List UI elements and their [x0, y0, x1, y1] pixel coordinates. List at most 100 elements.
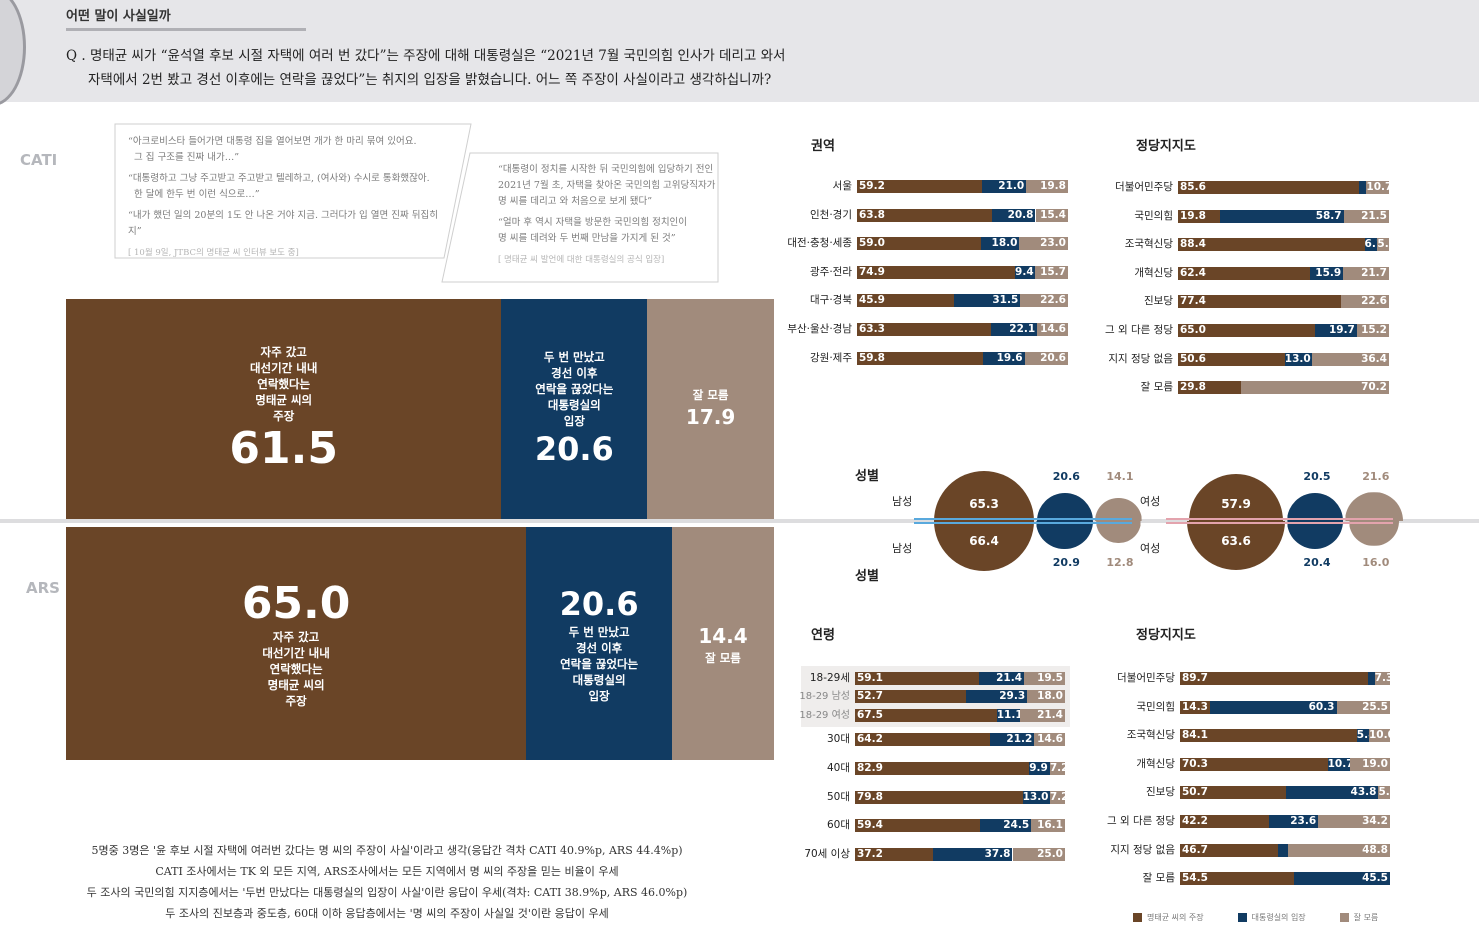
bar-seg-office: 19.6 [983, 351, 1025, 365]
bar-seg-claim: 79.8 [855, 791, 1023, 804]
section-rule [66, 28, 306, 31]
overall-seg-office: 20.6 두 번 만났고 경선 이후 연락을 끊었다는 대통령실의 입장 [526, 527, 673, 760]
overall-label-line: 대통령실의 [572, 672, 626, 687]
cati-ars-separator [0, 519, 1479, 523]
row-label: 서울 [832, 180, 852, 192]
bar-row-region: 광주·전라 74.9 9.4 15.7 [810, 265, 1068, 279]
bar-seg-claim: 59.2 [857, 180, 982, 193]
row-label: 강원·제주 [810, 351, 852, 364]
bar-seg-office: 43.8 [1286, 786, 1379, 800]
question-line-1: Q . 명태균 씨가 “윤석열 후보 시절 자택에 여러 번 갔다”는 주장에 … [66, 48, 786, 64]
bar-seg-unknown: 22.6 [1341, 295, 1389, 309]
gender-title-cati: 성별 [855, 469, 879, 484]
overall-seg-claim: 자주 갔고 대선기간 내내 연락했다는 명태균 씨의 주장 61.5 [66, 299, 502, 519]
row-label: 18-29세 [809, 672, 850, 684]
bar-seg-office: 20.8 [991, 208, 1036, 222]
bar-row-age: 18-29세 59.1 21.4 19.5 [810, 672, 1065, 685]
bubble-value-cati-office: 20.6 [1052, 470, 1080, 483]
quote-right-3: 명 씨를 데리고 와 처음으로 보게 됐다” [498, 196, 653, 207]
overall-label-line: 주장 [273, 409, 295, 423]
bubble-value-ars-office: 20.4 [1303, 556, 1331, 569]
bar-seg-office: 9.9 [1029, 762, 1050, 775]
bar-seg-claim: 85.6 [1178, 181, 1359, 194]
gender-axis-line [1166, 518, 1394, 524]
bar-seg-claim: 59.8 [857, 351, 984, 365]
bubble-value-ars-claim: 66.4 [969, 534, 999, 548]
bar-row-party_ars: 개혁신당 70.3 10.7 19.0 [1136, 757, 1390, 771]
bubble-value-ars-unknown: 16.0 [1362, 556, 1390, 569]
bar-seg-unknown: 20.6 [1024, 351, 1068, 365]
bar-row-party_ars: 지지 정당 없음 46.7 48.8 [1110, 843, 1390, 857]
summary-line-4: 두 조사의 진보층과 중도층, 60대 이하 응답층에서는 '명 씨의 주장이 … [165, 907, 609, 920]
legend-claim-text: 명태균 씨의 주장 [1147, 913, 1204, 922]
bar-seg-claim: 46.7 [1180, 843, 1279, 857]
overall-seg-claim: 65.0 자주 갔고 대선기간 내내 연락했다는 명태균 씨의 주장 [66, 527, 527, 760]
overall-label-claim: 자주 갔고 대선기간 내내 연락했다는 명태균 씨의 주장 [250, 344, 317, 424]
bubble-cati-unknown [1095, 497, 1142, 521]
overall-label-line: 대통령실의 [547, 398, 601, 412]
row-label: 더불어민주당 [1115, 181, 1173, 193]
bar-seg-claim: 59.4 [855, 819, 980, 832]
overall-label-line: 입장 [588, 688, 610, 703]
bar-row-region: 서울 59.2 21.0 19.8 [833, 180, 1068, 193]
bar-seg-unknown: 15.4 [1035, 208, 1068, 222]
bar-seg-claim: 50.7 [1180, 786, 1287, 800]
bubble-ars-unknown [1096, 520, 1141, 544]
row-label: 인천·경기 [810, 208, 852, 221]
summary-line-3: 두 조사의 국민의힘 지지층에서는 '두번 만났다는 대통령실의 입장이 사실'… [86, 886, 688, 899]
bar-row-age: 40대 82.9 9.9 7.2 [827, 762, 1065, 775]
bar-seg-unknown: 10.7 [1366, 181, 1389, 194]
bar-seg-office: 9.4 [1015, 265, 1035, 279]
overall-label-line: 두 번 만났고 [568, 624, 630, 639]
overall-label-unknown: 잘 모름 [705, 650, 741, 666]
row-label: 국민의힘 [1136, 700, 1175, 713]
bar-seg-claim: 65.0 [1178, 324, 1316, 337]
gender-label-cati: 여성 [1140, 495, 1161, 508]
bar-seg-claim: 45.9 [857, 294, 954, 308]
row-label: 지지 정당 없음 [1110, 843, 1175, 856]
quote-left-source: [ 10월 9일, JTBC의 명태균 씨 인터뷰 보도 중] [128, 248, 299, 258]
overall-label-line: 연락했다는 [257, 377, 311, 391]
row-label: 개혁신당 [1134, 266, 1173, 279]
bar-row-party_cati: 개혁신당 62.4 15.9 21.7 [1134, 266, 1389, 280]
row-label: 40대 [826, 762, 850, 774]
row-label: 개혁신당 [1136, 757, 1175, 770]
bar-seg-claim: 63.3 [857, 323, 991, 336]
row-label: 50대 [826, 791, 850, 803]
bar-seg-office: 18.0 [981, 237, 1020, 251]
row-label: 국민의힘 [1134, 209, 1173, 222]
bar-seg-claim: 67.5 [855, 709, 997, 722]
bar-seg-unknown: 25.0 [1012, 848, 1065, 861]
bar-seg-unknown: 10.0 [1368, 729, 1390, 743]
bar-row-age: 18-29 여성 67.5 11.1 21.4 [799, 709, 1065, 722]
overall-label-line: 연락을 끊었다는 [560, 656, 639, 671]
bar-seg-claim: 62.4 [1178, 266, 1310, 280]
overall-value-claim: 61.5 [229, 423, 338, 474]
globe-logo [0, 0, 26, 106]
bar-row-age: 70세 이상 37.2 37.8 25.0 [804, 848, 1065, 861]
bar-row-party_ars: 진보당 50.743.85.5 [1146, 786, 1390, 800]
bar-seg-unknown: 19.8 [1026, 180, 1068, 193]
overall-label-line: 자주 갔고 [260, 345, 307, 359]
summary-text: 5명중 3명은 '윤 후보 시절 자택에 여러번 갔다는 명 씨의 주장이 사실… [66, 840, 708, 924]
bar-seg-office: 19.7 [1315, 324, 1357, 337]
legend-unknown-text: 잘 모름 [1353, 913, 1379, 922]
bar-seg-office [1358, 181, 1367, 194]
bar-row-party_ars: 더불어민주당 89.7 7.3 [1117, 672, 1390, 685]
bar-row-party_cati: 지지 정당 없음 50.6 13.0 36.4 [1108, 352, 1389, 366]
section-title: 어떤 말이 사실일까 [66, 9, 171, 24]
bubble-value-cati-unknown: 14.1 [1106, 470, 1134, 483]
quote-left-5: “내가 했던 일의 20분의 1도 안 나온 거야 지금. 그러다가 입 열면 … [128, 210, 438, 237]
bar-seg-office: 11.1 [996, 709, 1021, 722]
question-line-2: 자택에서 2번 봤고 경선 이후에는 연락을 끊었다”는 취지의 입장을 밝혔습… [88, 72, 772, 88]
bar-seg-office: 60.3 [1210, 700, 1337, 714]
row-label: 대구·경북 [810, 294, 852, 307]
bar-seg-claim: 63.8 [857, 208, 992, 222]
bar-row-party_cati: 더불어민주당 85.6 10.7 [1115, 181, 1389, 194]
gender-axis-line [914, 518, 1132, 524]
gender-label-ars: 남성 [892, 542, 913, 555]
bar-seg-unknown: 21.4 [1020, 709, 1065, 722]
bar-seg-office: 10.7 [1327, 757, 1351, 771]
gender-label-ars: 여성 [1140, 542, 1161, 555]
bar-seg-unknown: 14.6 [1034, 733, 1065, 746]
